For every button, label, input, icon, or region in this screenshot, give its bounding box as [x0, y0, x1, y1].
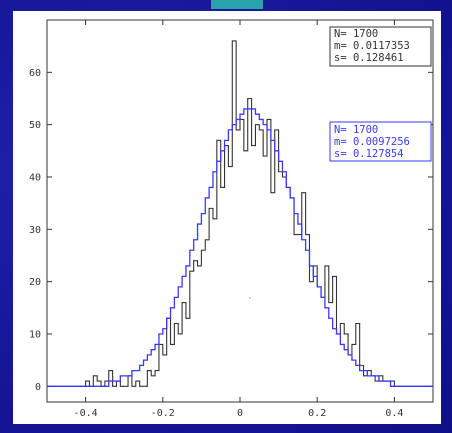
top-accent-tab — [211, 0, 263, 9]
stat-fit-mean: m= 0.0097256 — [334, 136, 410, 148]
x-tick-label: 0.4 — [385, 408, 403, 419]
x-tick-label: 0 — [237, 408, 243, 419]
chart-panel — [13, 11, 441, 424]
plot-frame — [46, 19, 434, 403]
x-tick-label: -0.2 — [151, 408, 175, 419]
stat-box-data-frame — [329, 26, 432, 67]
stat-fit-sigma: s= 0.127854 — [334, 148, 404, 160]
stat-data-n: N= 1700 — [334, 28, 378, 40]
y-tick-label: 30 — [29, 225, 41, 236]
stat-fit-n: N= 1700 — [334, 124, 378, 136]
axis-ticks: -0.4 -0.2 0 0.2 0.4 0 10 20 30 40 50 60 — [29, 20, 433, 419]
series-data-histogram — [47, 40, 433, 387]
y-tick-label: 40 — [29, 172, 41, 183]
y-tick-label: 10 — [29, 329, 41, 340]
x-tick-label: 0.2 — [308, 408, 326, 419]
stat-box-data: N= 1700 m= 0.0117353 s= 0.128461 — [329, 26, 432, 67]
y-tick-label: 0 — [35, 382, 41, 393]
y-tick-label: 60 — [29, 68, 41, 79]
x-tick-label: -0.4 — [74, 408, 98, 419]
stat-data-sigma: s= 0.128461 — [334, 52, 404, 64]
stray-dot — [249, 297, 251, 299]
series-fit-histogram — [47, 108, 433, 387]
stat-box-fit-frame — [329, 121, 432, 162]
histogram-series — [47, 40, 433, 387]
y-tick-label: 50 — [29, 120, 41, 131]
stat-data-mean: m= 0.0117353 — [334, 40, 410, 52]
chart-axes — [46, 19, 434, 403]
stat-box-fit: N= 1700 m= 0.0097256 s= 0.127854 — [329, 121, 432, 162]
y-tick-label: 20 — [29, 277, 41, 288]
